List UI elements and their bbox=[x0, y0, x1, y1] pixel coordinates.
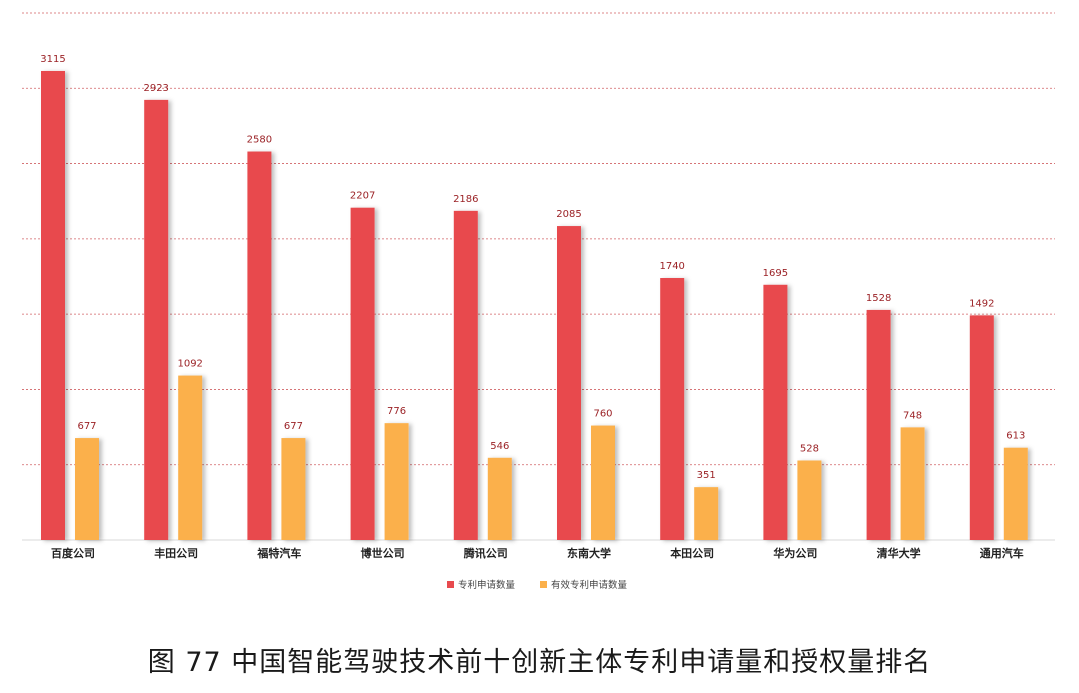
data-label: 677 bbox=[284, 421, 303, 432]
x-axis-labels: 百度公司 丰田公司 福特汽车 博世公司 腾讯公司 东南大学 本田公司 华为公司 清华大学 通用汽车 bbox=[51, 546, 1024, 560]
bar bbox=[281, 438, 306, 540]
legend-label: 有效专利申请数量 bbox=[551, 579, 628, 591]
x-tick-label: 丰田公司 bbox=[154, 546, 198, 560]
bar bbox=[487, 457, 512, 540]
bar bbox=[694, 487, 719, 540]
data-label: 546 bbox=[490, 441, 509, 452]
bar bbox=[1003, 447, 1028, 540]
bar bbox=[900, 427, 925, 540]
data-label: 1695 bbox=[763, 268, 788, 279]
legend-swatch bbox=[540, 581, 547, 588]
bar bbox=[660, 278, 685, 540]
bar bbox=[178, 375, 203, 540]
data-label: 2186 bbox=[453, 194, 478, 205]
legend: 专利申请数量 有效专利申请数量 bbox=[447, 579, 628, 591]
data-label: 3115 bbox=[40, 54, 65, 65]
bar bbox=[144, 99, 169, 541]
x-tick-label: 华为公司 bbox=[773, 546, 817, 560]
data-label: 1740 bbox=[659, 261, 684, 272]
x-tick-label: 博世公司 bbox=[361, 546, 405, 560]
data-label: 2207 bbox=[350, 191, 375, 202]
bar bbox=[969, 315, 994, 540]
x-tick-label: 本田公司 bbox=[670, 546, 714, 560]
data-label: 760 bbox=[593, 409, 612, 420]
data-label: 1528 bbox=[866, 293, 891, 304]
bar bbox=[75, 438, 99, 540]
bar bbox=[384, 423, 409, 540]
bar bbox=[350, 207, 375, 541]
data-label: 1492 bbox=[969, 298, 994, 309]
data-label: 613 bbox=[1006, 431, 1025, 442]
bar bbox=[866, 309, 891, 540]
x-tick-label: 东南大学 bbox=[567, 546, 611, 560]
bar bbox=[763, 284, 788, 540]
gridlines bbox=[22, 12, 1055, 541]
x-tick-label: 腾讯公司 bbox=[464, 546, 508, 560]
bar bbox=[41, 70, 65, 540]
bars: 3115 677 2923 1092 2580 677 2207 776 2186 546 2085… bbox=[40, 54, 1028, 541]
data-label: 776 bbox=[387, 406, 406, 417]
data-label: 2923 bbox=[143, 83, 168, 94]
bar-chart: 3115 677 2923 1092 2580 677 2207 776 2186 546 2085… bbox=[22, 12, 1055, 591]
data-label: 677 bbox=[77, 421, 96, 432]
bar bbox=[247, 151, 272, 541]
data-label: 528 bbox=[800, 443, 819, 454]
legend-swatch bbox=[447, 581, 454, 588]
data-label: 1092 bbox=[177, 359, 202, 370]
x-tick-label: 通用汽车 bbox=[980, 546, 1024, 560]
figure-caption: 图 77 中国智能驾驶技术前十创新主体专利申请量和授权量排名 bbox=[147, 647, 932, 678]
bar bbox=[797, 460, 822, 540]
legend-label: 专利申请数量 bbox=[458, 579, 516, 591]
x-tick-label: 福特汽车 bbox=[256, 546, 301, 560]
bar bbox=[453, 210, 478, 540]
x-tick-label: 清华大学 bbox=[877, 546, 921, 560]
data-label: 351 bbox=[697, 470, 716, 481]
data-label: 748 bbox=[903, 410, 922, 421]
data-label: 2085 bbox=[556, 209, 581, 220]
x-tick-label: 百度公司 bbox=[51, 546, 95, 560]
bar bbox=[557, 226, 581, 540]
data-label: 2580 bbox=[247, 135, 272, 146]
bar bbox=[591, 425, 615, 540]
